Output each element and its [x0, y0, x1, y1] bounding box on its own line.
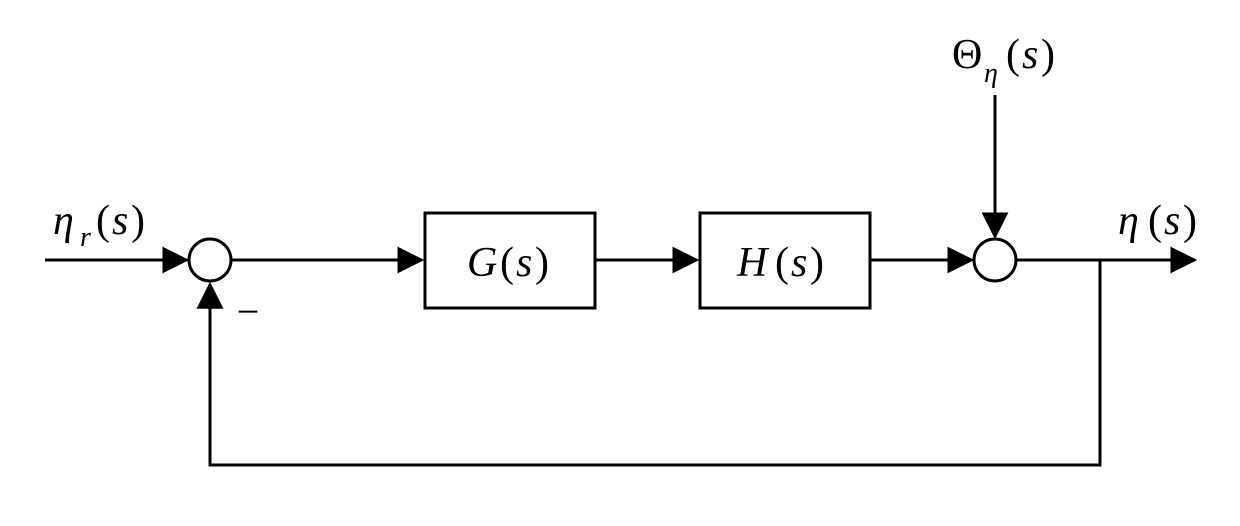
svg-text:G: G	[467, 240, 497, 286]
summing-junction-2	[974, 239, 1016, 281]
svg-text:): )	[535, 240, 549, 286]
svg-text:): )	[131, 198, 145, 244]
svg-text:η: η	[53, 198, 74, 244]
svg-text:s: s	[1022, 32, 1038, 78]
svg-text:s: s	[516, 240, 532, 286]
svg-text:s: s	[112, 198, 128, 244]
svg-text:): )	[810, 240, 824, 286]
svg-text:η: η	[1118, 198, 1139, 244]
svg-text:(: (	[1006, 32, 1020, 78]
summing-junction-1	[189, 239, 231, 281]
input-label: η r ( s )	[53, 198, 145, 253]
svg-text:(: (	[1148, 198, 1162, 244]
minus-label: −	[237, 289, 260, 334]
block-diagram: − η r ( s ) Θ η ( s ) η ( s ) G ( s ) H …	[0, 0, 1240, 526]
svg-text:r: r	[80, 222, 91, 253]
block-H-label: H ( s )	[736, 240, 824, 286]
svg-text:): )	[1041, 32, 1055, 78]
svg-text:(: (	[500, 240, 514, 286]
svg-text:(: (	[96, 198, 110, 244]
svg-text:): )	[1183, 198, 1197, 244]
svg-text:s: s	[791, 240, 807, 286]
svg-text:H: H	[736, 240, 770, 286]
disturbance-label: Θ η ( s )	[952, 32, 1055, 89]
svg-text:(: (	[775, 240, 789, 286]
edge-feedback	[210, 260, 1100, 465]
output-label: η ( s )	[1118, 198, 1197, 244]
svg-text:s: s	[1164, 198, 1180, 244]
svg-text:Θ: Θ	[952, 32, 982, 78]
block-G-label: G ( s )	[467, 240, 549, 286]
svg-text:η: η	[984, 58, 998, 89]
